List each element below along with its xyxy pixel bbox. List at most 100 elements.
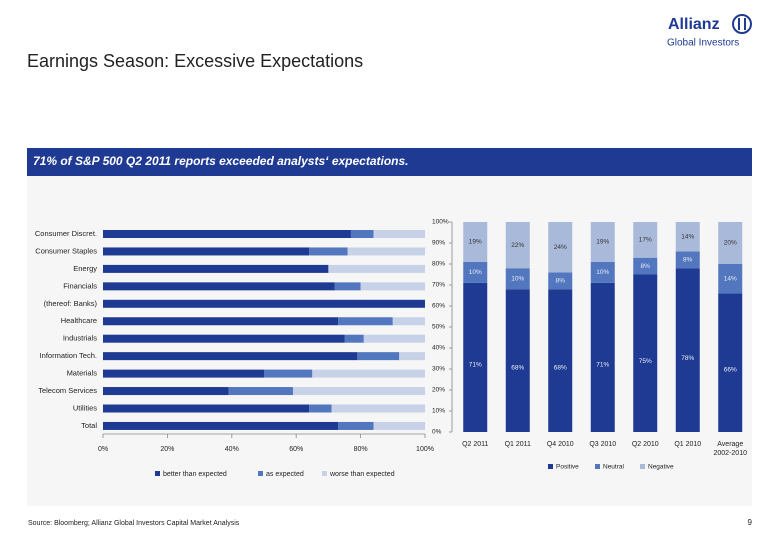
x-tick-label: 20% [160, 446, 174, 453]
bar-segment [357, 352, 400, 361]
bar-segment [103, 421, 339, 430]
bar-segment [331, 404, 425, 413]
bar-segment [103, 299, 425, 308]
data-label: 71% [469, 362, 482, 369]
category-label: Q1 2011 [505, 441, 531, 448]
legend-label: worse than expected [329, 471, 395, 478]
bar-segment [633, 222, 658, 258]
bar-segment [350, 230, 374, 238]
data-label: 68% [511, 364, 524, 371]
logo-icon-bar [738, 18, 740, 30]
data-label: 10% [511, 275, 524, 282]
data-label: 22% [511, 242, 524, 249]
data-label: 66% [724, 366, 737, 373]
data-label: 19% [596, 239, 609, 246]
category-label: Utilities [73, 403, 97, 412]
bar-segment [338, 317, 393, 326]
banner-text: 71% of S&P 500 Q2 2011 reports exceeded … [33, 154, 409, 168]
data-label: 14% [724, 275, 737, 282]
bar-segment [103, 369, 264, 378]
logo-icon-bar [744, 18, 746, 30]
legend-swatch [548, 464, 553, 469]
bar-segment [103, 352, 358, 361]
bar-segment [363, 334, 425, 343]
bar-segment [103, 404, 310, 413]
bar-segment [548, 289, 573, 432]
category-label: Materials [67, 369, 98, 378]
legend-label: Negative [648, 464, 674, 471]
y-tick-label: 40% [432, 345, 445, 352]
bar-segment [292, 387, 425, 396]
x-tick-label: 80% [354, 446, 368, 453]
bar-segment [103, 282, 335, 291]
bar-segment [675, 222, 700, 252]
bar-segment [633, 257, 658, 275]
legend-label: Positive [556, 464, 579, 471]
bar-segment [264, 369, 313, 378]
bar-segment [718, 293, 743, 432]
bar-segment [463, 261, 488, 283]
category-label: Telecom Services [38, 386, 97, 395]
bar-segment [718, 264, 743, 294]
bar-segment [505, 268, 530, 290]
bar-segment [312, 369, 425, 378]
category-label: Consumer Discret. [35, 229, 97, 238]
data-label: 8% [683, 257, 693, 264]
legend-label: Neutral [603, 464, 625, 471]
category-label: Healthcare [61, 316, 97, 325]
legend-swatch [155, 471, 160, 476]
bar-segment [103, 334, 345, 343]
bar-segment [590, 282, 615, 432]
bar-segment [505, 289, 530, 432]
y-tick-label: 100% [432, 219, 449, 226]
bar-segment [103, 264, 329, 273]
bar-segment [103, 317, 339, 326]
y-tick-label: 50% [432, 324, 445, 331]
logo-subtitle: Global Investors [667, 38, 739, 49]
logo-name: Allianz [668, 16, 720, 33]
category-label: Q1 2010 [674, 441, 701, 448]
legend-swatch [322, 471, 327, 476]
bar-segment [309, 247, 348, 256]
data-label: 10% [596, 269, 609, 276]
y-tick-label: 20% [432, 387, 445, 394]
category-label: Q4 2010 [547, 441, 574, 448]
y-tick-label: 0% [432, 429, 442, 436]
data-label: 10% [469, 269, 482, 276]
page-number: 9 [748, 518, 753, 527]
x-tick-label: 40% [225, 446, 239, 453]
bar-segment [228, 387, 293, 396]
y-tick-label: 10% [432, 408, 445, 415]
category-label: Industrials [63, 334, 97, 343]
bar-segment [633, 274, 658, 432]
category-label: Q2 2011 [462, 441, 488, 448]
category-label: Q2 2010 [632, 441, 659, 448]
bar-segment [675, 251, 700, 269]
category-label: Total [81, 421, 97, 430]
y-tick-label: 60% [432, 303, 445, 310]
bar-segment [548, 222, 573, 273]
bar-segment [334, 282, 361, 291]
legend-label: as expected [266, 471, 304, 478]
data-label: 8% [556, 278, 566, 285]
bar-segment [344, 334, 364, 343]
x-tick-label: 0% [98, 446, 108, 453]
legend-swatch [640, 464, 645, 469]
bar-segment [309, 404, 332, 413]
logo-icon [732, 14, 752, 34]
y-tick-label: 90% [432, 240, 445, 247]
y-tick-label: 80% [432, 261, 445, 268]
data-label: 24% [554, 244, 567, 251]
bar-segment [548, 272, 573, 290]
banner-bg [27, 148, 752, 176]
legend-swatch [258, 471, 263, 476]
data-label: 75% [639, 358, 652, 365]
data-label: 71% [596, 362, 609, 369]
data-label: 17% [639, 237, 652, 244]
category-label: (thereof: Banks) [44, 299, 98, 308]
bar-segment [505, 222, 530, 269]
source: Source: Bloomberg; Allianz Global Invest… [28, 520, 240, 527]
category-label: Financials [63, 281, 97, 290]
bar-segment [373, 230, 425, 238]
